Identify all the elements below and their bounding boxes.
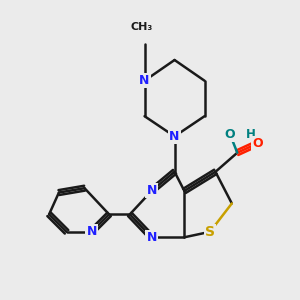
- Text: CH₃: CH₃: [131, 22, 153, 32]
- Text: H: H: [245, 128, 255, 141]
- Text: N: N: [146, 231, 157, 244]
- Text: N: N: [146, 184, 157, 197]
- Text: N: N: [140, 74, 150, 87]
- Text: O: O: [252, 137, 263, 150]
- Text: N: N: [86, 225, 97, 238]
- Text: S: S: [205, 225, 215, 239]
- Text: O: O: [225, 128, 236, 141]
- Text: N: N: [169, 130, 180, 143]
